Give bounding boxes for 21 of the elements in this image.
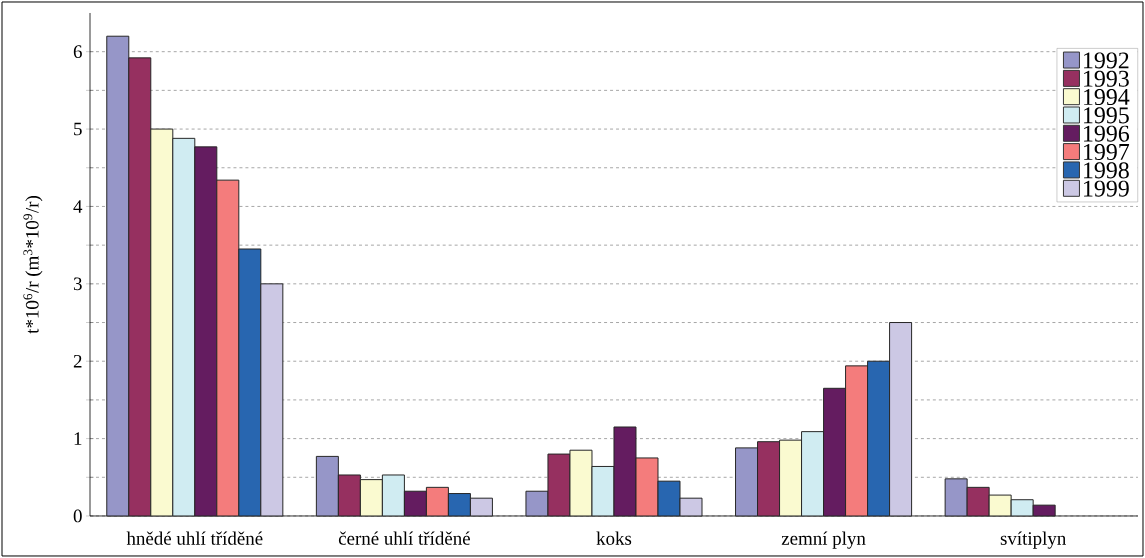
legend-label: 1993 [1084, 70, 1129, 87]
legend-label: 1992 [1084, 52, 1129, 69]
y-tick-label: 1 [74, 432, 82, 445]
y-tick-label: 3 [73, 277, 82, 291]
legend-label: 1994 [1084, 89, 1130, 106]
legend-label: 1996 [1084, 125, 1130, 142]
y-tick-label: 5 [74, 122, 82, 136]
y-tick-label: 2 [73, 354, 82, 368]
y-axis-title: t*10$^{6}$/r (m$^{3}$*10$^{9}$/r) [23, 196, 43, 334]
x-tick-label: svítiplyn [1000, 531, 1066, 549]
x-tick-label: zemní plyn [781, 531, 866, 549]
legend-label: 1998 [1084, 162, 1129, 179]
legend-label: 1995 [1084, 107, 1129, 124]
x-tick-label: černé uhlí tříděné [338, 531, 470, 545]
y-tick-label: 6 [73, 45, 82, 59]
x-tick-label: koks [596, 531, 632, 545]
legend-label: 1997 [1084, 143, 1130, 161]
y-tick-label: 4 [73, 200, 83, 213]
y-tick-label: 0 [73, 509, 82, 523]
x-tick-label: hnědé uhlí tříděné [126, 531, 263, 545]
legend-label: 1999 [1084, 180, 1129, 197]
